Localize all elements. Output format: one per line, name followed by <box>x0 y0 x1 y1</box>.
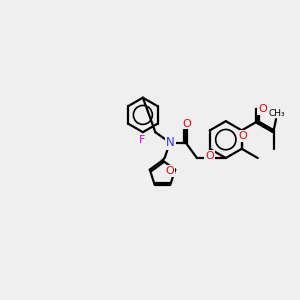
Text: CH₃: CH₃ <box>268 109 285 118</box>
Text: O: O <box>205 151 214 160</box>
Text: O: O <box>166 166 174 176</box>
Text: N: N <box>166 136 175 149</box>
Text: O: O <box>258 104 267 114</box>
Text: O: O <box>238 131 247 141</box>
Text: F: F <box>139 135 146 145</box>
Text: O: O <box>182 118 190 128</box>
